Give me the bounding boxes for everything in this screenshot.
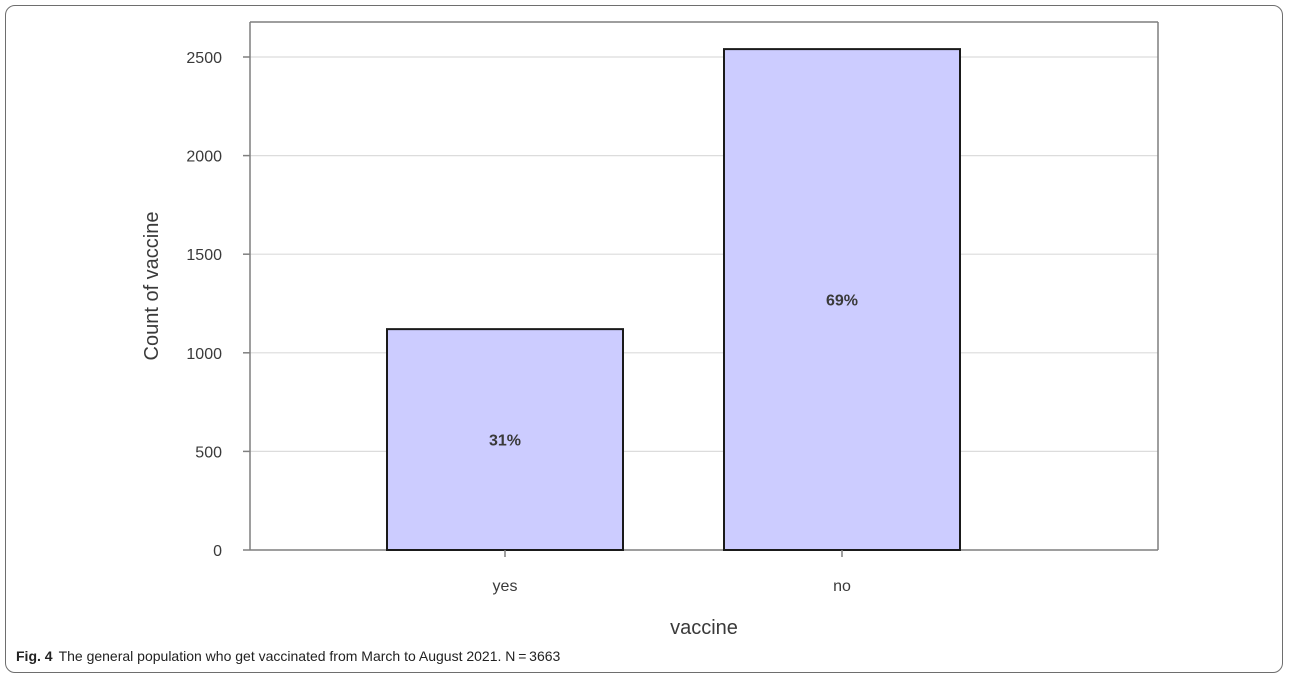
y-tick-label: 2500 (186, 50, 222, 67)
y-tick-label: 0 (213, 543, 222, 560)
bar-chart: 0 500 1000 1500 2000 2500 31% yes 69% no vaccine Co… (141, 21, 1159, 639)
figure-caption: Fig. 4 The general population who get vac… (16, 648, 560, 664)
x-tick-label-no: no (833, 578, 851, 595)
figure-caption-label: Fig. 4 (16, 648, 53, 664)
x-tick-label-yes: yes (493, 578, 518, 595)
y-tick-label: 1000 (186, 346, 222, 363)
figure-caption-text: The general population who get vaccinate… (58, 648, 561, 664)
y-tick-label: 2000 (186, 149, 222, 166)
bar-no (723, 48, 961, 551)
bar-yes (386, 328, 624, 551)
bar-label-yes: 31% (489, 433, 521, 450)
y-tick-label: 1500 (186, 247, 222, 264)
figure-frame (5, 5, 1283, 673)
y-axis-title: Count of vaccine (141, 212, 163, 361)
y-tick-label: 500 (195, 444, 222, 461)
bar-label-no: 69% (826, 293, 858, 310)
x-axis-title: vaccine (670, 617, 738, 639)
